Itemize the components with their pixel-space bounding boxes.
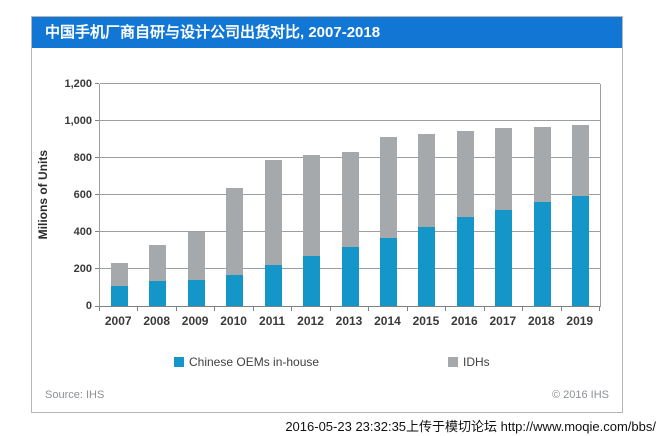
x-tick-label: 2014 bbox=[374, 314, 401, 328]
legend-swatch-icon bbox=[448, 357, 458, 367]
bar-segment bbox=[418, 133, 436, 228]
gridline bbox=[100, 120, 600, 121]
bar-segment bbox=[110, 285, 128, 306]
y-tick-label: 1,200 bbox=[64, 78, 92, 90]
bar-segment bbox=[495, 128, 513, 210]
x-tick-mark bbox=[599, 307, 600, 311]
bar-segment bbox=[226, 275, 244, 306]
y-tick-label: 1,000 bbox=[64, 115, 92, 127]
x-tick-mark bbox=[560, 307, 562, 311]
x-tick-label: 2018 bbox=[527, 314, 555, 328]
x-tick-mark bbox=[445, 307, 447, 311]
x-tick-label: 2009 bbox=[181, 314, 209, 328]
x-tick-mark bbox=[252, 307, 254, 311]
legend-entry: IDHs bbox=[448, 355, 490, 369]
y-tick-label: 400 bbox=[73, 226, 92, 238]
chart-title: 中国手机厂商自研与设计公司出货对比, 2007-2018 bbox=[45, 24, 381, 41]
x-tick-label: 2011 bbox=[259, 314, 286, 328]
x-tick-label: 2008 bbox=[143, 314, 171, 328]
bar-segment bbox=[303, 155, 321, 257]
y-tick-mark bbox=[95, 83, 99, 84]
source-note: Source: IHS bbox=[45, 389, 105, 401]
x-tick-label: 2007 bbox=[104, 314, 132, 328]
bar-segment bbox=[149, 244, 167, 282]
y-tick-label: 600 bbox=[73, 189, 92, 201]
legend-label: Chinese OEMs in-house bbox=[189, 355, 320, 369]
bar-segment bbox=[533, 126, 551, 203]
bar-segment bbox=[110, 263, 128, 286]
bar-segment bbox=[341, 246, 359, 306]
x-tick-mark bbox=[329, 307, 331, 311]
legend-label: IDHs bbox=[463, 355, 490, 369]
x-tick-label: 2015 bbox=[412, 314, 440, 328]
y-tick-label: 0 bbox=[85, 300, 92, 312]
x-tick-label: 2016 bbox=[451, 314, 478, 328]
bar-segment bbox=[264, 265, 282, 306]
legend-swatch-icon bbox=[174, 357, 184, 367]
bar-segment bbox=[226, 187, 244, 276]
bar-segment bbox=[572, 124, 590, 196]
y-tick-label: 800 bbox=[73, 152, 92, 164]
y-tick-label: 200 bbox=[73, 263, 92, 275]
bar-segment bbox=[264, 159, 282, 266]
bar-segment bbox=[303, 256, 321, 306]
x-tick-mark bbox=[214, 307, 216, 311]
legend-entry: Chinese OEMs in-house bbox=[174, 355, 319, 369]
x-tick-label: 2012 bbox=[297, 314, 324, 328]
bar-segment bbox=[533, 202, 551, 306]
chart-title-bar: 中国手机厂商自研与设计公司出货对比, 2007-2018 bbox=[32, 17, 622, 48]
chart-card: 中国手机厂商自研与设计公司出货对比, 2007-2018 Milions of … bbox=[31, 16, 623, 413]
x-tick-mark bbox=[175, 307, 177, 311]
bar-segment bbox=[418, 227, 436, 306]
y-tick-mark bbox=[95, 157, 99, 158]
bar-segment bbox=[379, 237, 397, 306]
x-tick-label: 2017 bbox=[489, 314, 517, 328]
bar-segment bbox=[456, 131, 474, 218]
plot-area bbox=[99, 83, 601, 307]
x-tick-mark bbox=[406, 307, 408, 311]
y-tick-mark bbox=[95, 231, 99, 232]
bar-segment bbox=[149, 281, 167, 306]
bar-segment bbox=[341, 151, 359, 247]
x-tick-mark bbox=[368, 307, 370, 311]
y-tick-mark bbox=[95, 306, 99, 307]
y-tick-mark bbox=[95, 194, 99, 195]
y-tick-mark bbox=[95, 268, 99, 269]
gridline bbox=[100, 83, 600, 84]
copyright-note: © 2016 IHS bbox=[551, 389, 609, 401]
x-tick-label: 2013 bbox=[335, 314, 363, 328]
bar-segment bbox=[572, 195, 590, 306]
x-tick-mark bbox=[99, 307, 100, 311]
x-tick-label: 2019 bbox=[566, 314, 594, 328]
x-tick-mark bbox=[522, 307, 524, 311]
bar-segment bbox=[456, 217, 474, 306]
bar-segment bbox=[187, 232, 205, 281]
x-tick-mark bbox=[291, 307, 293, 311]
y-axis-label: Milions of Units bbox=[36, 150, 50, 240]
bar-segment bbox=[379, 136, 397, 238]
y-axis-label-wrap: Milions of Units bbox=[34, 84, 52, 306]
x-tick-label: 2010 bbox=[220, 314, 247, 328]
bar-segment bbox=[495, 209, 513, 306]
watermark-caption: 2016-05-23 23:32:35上传于模切论坛 http://www.mo… bbox=[285, 419, 656, 434]
x-tick-mark bbox=[483, 307, 485, 311]
bar-segment bbox=[187, 280, 205, 306]
y-tick-mark bbox=[95, 120, 99, 121]
x-tick-mark bbox=[137, 307, 139, 311]
